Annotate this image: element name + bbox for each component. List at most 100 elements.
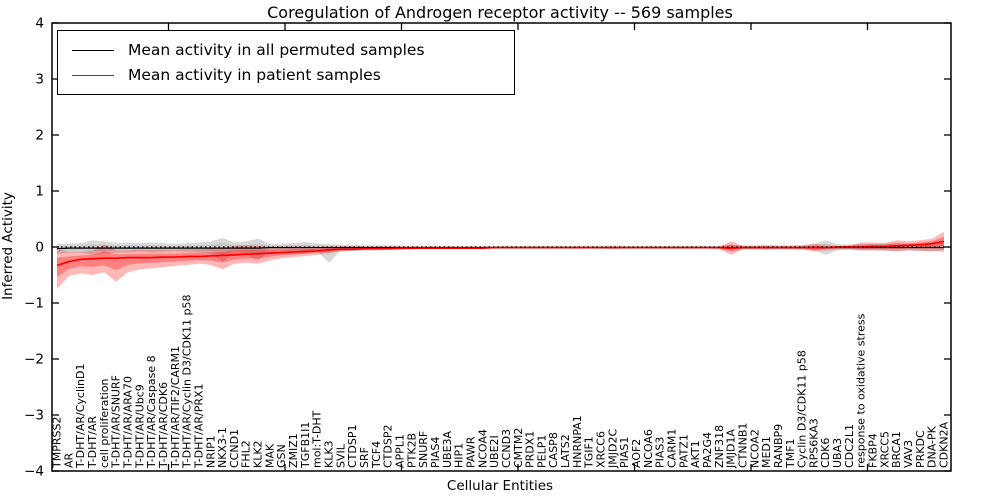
x-category-label: SVIL <box>334 443 347 468</box>
patient-band-inner <box>57 236 944 278</box>
y-tick-label: −3 <box>24 408 44 424</box>
y-tick-label: −4 <box>24 464 44 480</box>
x-category-label: CMTM2 <box>512 428 525 468</box>
y-tick-label: 2 <box>35 128 44 144</box>
x-category-label: CDC2L1 <box>843 424 856 468</box>
x-category-label: UBE3A <box>441 430 454 468</box>
x-category-label: NKX3-1 <box>216 427 229 468</box>
patient-band <box>57 231 944 289</box>
permuted-band <box>57 238 944 263</box>
x-category-label: VAV3 <box>902 440 915 468</box>
x-category-label: TMPRSS2 <box>51 417 64 469</box>
x-category-label: XRCC5 <box>878 431 891 468</box>
x-category-label: AR <box>62 452 75 468</box>
x-category-label: TGFB1I1 <box>299 422 312 469</box>
x-category-label: GSN <box>275 444 288 468</box>
x-category-label: CTDSP1 <box>346 425 359 468</box>
x-category-label: PA2G4 <box>701 432 714 468</box>
x-category-label: UBA3 <box>831 438 844 468</box>
x-category-label: PAWR <box>464 436 477 468</box>
x-category-label: NCOA2 <box>748 429 761 468</box>
x-category-label: T-DHT/AR/TIF2/CARM1 <box>169 346 182 469</box>
x-category-label: AKT1 <box>689 440 702 468</box>
x-category-label: cell proliferation <box>98 378 111 468</box>
x-category-label: DNA-PK <box>926 425 939 468</box>
x-category-label: UBE2I <box>488 435 501 468</box>
x-category-label: NCOA6 <box>642 429 655 468</box>
x-category-label: mol:T-DHT <box>311 410 324 468</box>
x-category-label: CTNNB1 <box>736 423 749 468</box>
x-category-label: T-DHT/AR/ARA70 <box>121 376 134 469</box>
x-category-label: HIP1 <box>453 443 466 468</box>
x-category-label: T-DHT/AR/Cyclin D3/CDK11 p58 <box>181 294 194 469</box>
x-category-label: BRCA1 <box>890 431 903 468</box>
x-category-label: FKBP4 <box>867 433 880 468</box>
y-tick-label: −2 <box>24 352 44 368</box>
x-category-label: T-DHT/AR <box>86 416 99 469</box>
x-category-label: T-DHT/AR/Caspase 8 <box>145 355 158 469</box>
y-tick-label: 3 <box>35 72 44 88</box>
x-category-label: TMF1 <box>784 438 797 469</box>
x-category-label: CDKN2A <box>938 421 951 468</box>
x-axis-label: Cellular Entities <box>446 478 554 494</box>
x-category-label: T-DHT/AR/CyclinD1 <box>74 363 87 469</box>
x-category-label: CARM1 <box>666 429 679 468</box>
x-category-label: LATS2 <box>559 434 572 468</box>
legend-item-patient: Mean activity in patient samples <box>58 66 514 84</box>
x-category-label: TGIF1 <box>583 436 596 469</box>
permuted-band-inner <box>57 243 944 256</box>
x-category-label: PRKDC <box>914 430 927 468</box>
legend-label-patient: Mean activity in patient samples <box>128 66 381 84</box>
x-category-label: T-DHT/AR/SNURF <box>110 375 123 469</box>
x-category-label: T-DHT/AR/CDK6 <box>157 382 170 469</box>
x-category-label: JMJD1A <box>725 429 738 469</box>
x-category-label: response to oxidative stress <box>855 313 868 468</box>
legend-label-permuted: Mean activity in all permuted samples <box>128 41 425 59</box>
x-category-label: CASP8 <box>547 432 560 468</box>
x-category-label: RPS6KA3 <box>807 418 820 468</box>
x-category-label: PTK2B <box>405 433 418 468</box>
x-category-label: ZNF318 <box>713 425 726 468</box>
y-tick-label: 1 <box>35 184 44 200</box>
x-category-label: MED1 <box>760 436 773 468</box>
x-category-label: KLK3 <box>323 440 336 468</box>
x-category-label: APPL1 <box>393 434 406 468</box>
x-category-label: AOF2 <box>630 439 643 468</box>
x-category-label: NCOA4 <box>476 429 489 468</box>
y-tick-label: 0 <box>35 240 44 256</box>
y-tick-label: −1 <box>24 296 44 312</box>
x-category-label: MAK <box>263 443 276 468</box>
x-category-label: Cyclin D3/CDK11 p58 <box>796 350 809 468</box>
x-category-label: FHL2 <box>240 440 253 468</box>
x-category-label: JMJD2C <box>606 429 619 469</box>
x-category-label: PIAS1 <box>618 437 631 468</box>
permuted-line-swatch <box>72 49 114 51</box>
x-category-label: T-DHT/AR/PRX1 <box>192 383 205 469</box>
x-category-label: T-DHT/AR/Ubc9 <box>133 384 146 469</box>
x-category-label: CCND3 <box>500 429 513 468</box>
x-category-label: SNURF <box>417 431 430 468</box>
x-category-label: SRF <box>358 447 371 468</box>
patient-line-swatch <box>72 74 114 76</box>
x-category-label: TCF4 <box>370 441 383 469</box>
x-category-label: RANBP9 <box>772 424 785 468</box>
patient-mean-line <box>56 240 945 267</box>
x-category-label: KLK2 <box>252 440 265 468</box>
legend-item-permuted: Mean activity in all permuted samples <box>58 41 514 59</box>
x-category-label: HNRNPA1 <box>571 415 584 468</box>
x-category-label: PELP1 <box>535 435 548 468</box>
x-category-label: PRDX1 <box>524 431 537 468</box>
x-category-label: PATZ1 <box>677 434 690 468</box>
x-category-label: CTDSP2 <box>382 425 395 468</box>
x-category-label: ZMIZ1 <box>287 433 300 468</box>
legend: Mean activity in all permuted samples Me… <box>57 30 515 95</box>
x-category-label: NRIP1 <box>204 435 217 468</box>
x-category-label: XRCC6 <box>595 431 608 468</box>
x-category-label: PIAS4 <box>429 437 442 468</box>
x-category-label: PIAS3 <box>654 437 667 468</box>
x-category-label: CDK6 <box>819 438 832 468</box>
y-tick-label: 4 <box>35 16 44 32</box>
x-category-label: CCND1 <box>228 429 241 468</box>
